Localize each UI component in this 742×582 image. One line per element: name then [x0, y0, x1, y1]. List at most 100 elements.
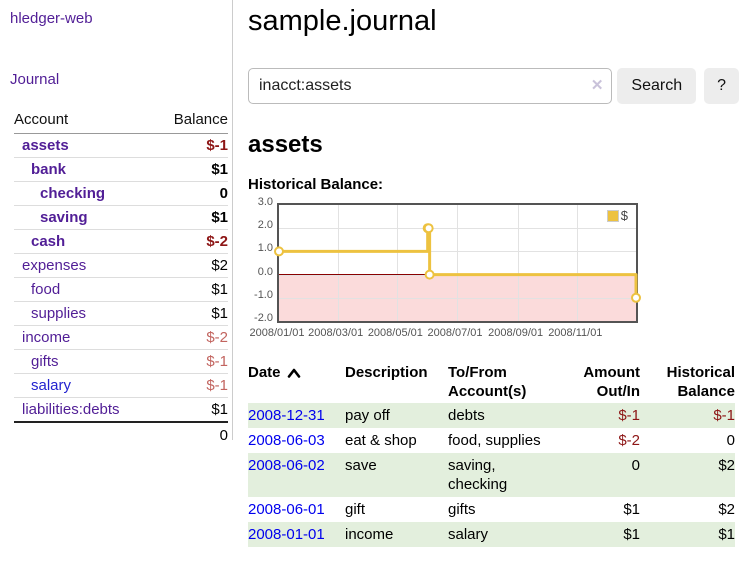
account-link[interactable]: checking [40, 185, 106, 202]
accounts-table-header: Account Balance [14, 109, 228, 134]
account-balance: $-1 [206, 377, 228, 394]
account-link[interactable]: food [31, 281, 61, 298]
y-tick-label: 1.0 [257, 242, 273, 255]
date-cell: 2008-06-01 [248, 497, 345, 522]
series-layer [274, 223, 641, 303]
date-link[interactable]: 2008-12-31 [248, 407, 325, 424]
account-heading: assets [248, 131, 323, 158]
amount-column-header[interactable]: Amount Out/In [583, 364, 640, 400]
account-link[interactable]: income [22, 329, 71, 346]
data-point-marker[interactable] [424, 269, 435, 280]
description-cell: income [345, 526, 394, 543]
account-link[interactable]: salary [31, 377, 72, 394]
sort-ascending-icon [287, 368, 300, 378]
account-row: bank $1 [14, 158, 228, 182]
description-cell: save [345, 457, 377, 474]
x-gridline [457, 205, 458, 321]
legend-label: $ [620, 208, 628, 223]
balance-chart: $ 3.0 2.0 1.0 0.0 -1.0 -2.0 2008/01/01 2008/03/… [248, 196, 739, 339]
x-tick-label: 2008/03/01 [308, 327, 364, 339]
balance-cell: 0 [726, 432, 735, 449]
description-column-header[interactable]: Description [345, 364, 428, 381]
accounts-table: Account Balance assets $-1 bank $1 checking 0… [14, 109, 228, 448]
balance-cell: $1 [718, 526, 735, 543]
sidebar: hledger-web Journal Account Balance asse… [0, 0, 233, 444]
date-column-label: Date [248, 364, 281, 381]
data-point-marker[interactable] [423, 223, 434, 234]
account-link[interactable]: liabilities:debts [22, 401, 120, 418]
account-balance: $-1 [206, 353, 228, 370]
data-point-marker[interactable] [274, 246, 284, 257]
account-balance: $-2 [206, 329, 228, 346]
account-balance: $1 [211, 305, 228, 322]
account-balance: $1 [211, 209, 228, 226]
amount-cell: $-2 [618, 432, 640, 449]
sidebar-item-journal[interactable]: Journal [10, 71, 60, 88]
accounts-cell: gifts [448, 501, 476, 518]
account-balance: $1 [211, 281, 228, 298]
date-cell: 2008-06-03 [248, 428, 345, 453]
account-link[interactable]: saving [40, 209, 88, 226]
account-balance: $-1 [206, 137, 228, 154]
balance-cell: $-1 [713, 407, 735, 424]
account-row: checking 0 [14, 182, 228, 206]
chart-legend: $ [606, 208, 628, 223]
account-link[interactable]: gifts [31, 353, 59, 370]
account-link[interactable]: assets [22, 137, 69, 154]
accounts-cell: debts [448, 407, 485, 424]
date-link[interactable]: 2008-06-02 [248, 457, 325, 474]
accounts-total-value: 0 [219, 427, 228, 444]
y-tick-label: 3.0 [257, 196, 273, 208]
x-tick-label: 2008/11/01 [548, 327, 603, 339]
account-link[interactable]: supplies [31, 305, 87, 322]
date-cell: 2008-06-02 [248, 453, 345, 497]
register-table-body: 2008-12-31 pay off debts $-1 $-1 2008-06-03 ea… [248, 403, 735, 547]
page-title: sample.journal [248, 5, 437, 37]
help-button[interactable]: ? [704, 68, 739, 104]
description-cell: gift [345, 501, 366, 518]
search-input[interactable] [248, 68, 613, 104]
account-row: salary $-1 [14, 374, 228, 398]
date-link[interactable]: 2008-01-01 [248, 526, 325, 543]
balance-line [279, 226, 638, 298]
date-link[interactable]: 2008-06-03 [248, 432, 325, 449]
y-tick-label: 2.0 [257, 219, 273, 232]
x-tick-label: 2008/07/01 [427, 327, 483, 339]
balance-column-header[interactable]: Historical Balance [666, 364, 735, 400]
account-row: food $1 [14, 278, 228, 302]
balance-column-header: Balance [173, 111, 228, 128]
y-tick-label: 0.0 [257, 265, 273, 278]
register-row: 2008-06-02 save saving, checking 0 $2 [248, 453, 735, 497]
account-row: assets $-1 [14, 134, 228, 158]
data-point-marker[interactable] [631, 292, 641, 303]
account-balance: $1 [211, 161, 228, 178]
main-content: sample.journal ✕ Search ? assets Histori… [248, 0, 739, 547]
account-row: gifts $-1 [14, 350, 228, 374]
account-link[interactable]: cash [31, 233, 66, 250]
account-balance: $1 [211, 401, 228, 418]
clear-search-icon[interactable]: ✕ [590, 77, 604, 94]
register-table-header: Date Description To/From Account(s) Amou… [248, 361, 735, 403]
search-input-wrapper: ✕ [248, 68, 613, 104]
balance-cell: $2 [718, 501, 735, 518]
app-title-link[interactable]: hledger-web [10, 10, 93, 27]
legend-swatch [606, 209, 619, 222]
balance-cell: $2 [718, 457, 735, 474]
account-link[interactable]: bank [31, 161, 67, 178]
accounts-total-row: 0 [14, 421, 228, 448]
account-row: liabilities:debts $1 [14, 398, 228, 421]
account-column-header: Account [14, 111, 69, 128]
account-balance: 0 [219, 185, 228, 202]
account-link[interactable]: expenses [22, 257, 87, 274]
account-balance: $2 [211, 257, 228, 274]
amount-cell: $1 [623, 501, 640, 518]
search-form: ✕ Search ? [248, 68, 739, 104]
account-row: saving $1 [14, 206, 228, 230]
search-button[interactable]: Search [617, 68, 697, 104]
accounts-column-header[interactable]: To/From Account(s) [448, 364, 527, 400]
date-column-header[interactable]: Date [248, 361, 345, 403]
date-link[interactable]: 2008-06-01 [248, 501, 325, 518]
accounts-cell: saving, checking [448, 457, 508, 493]
plot-area: $ [274, 203, 641, 323]
register-table: Date Description To/From Account(s) Amou… [248, 361, 735, 547]
